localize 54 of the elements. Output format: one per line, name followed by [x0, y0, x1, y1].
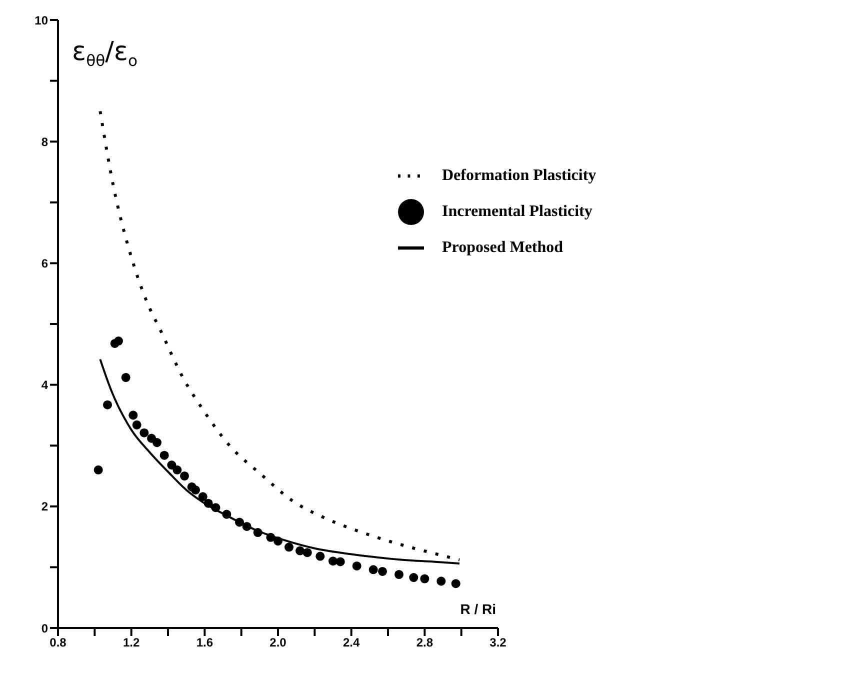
y-tick-label: 2 [41, 500, 48, 514]
point [394, 570, 404, 579]
point [266, 532, 276, 542]
x-tick-label: 1.6 [196, 636, 214, 650]
y-tick-label: 0 [41, 621, 48, 636]
legend-label: Deformation Plasticity [442, 167, 596, 184]
y-axis-title: ε$_{θθ}$/ε$_{o}$ [72, 37, 138, 70]
point [114, 336, 124, 346]
point [160, 450, 169, 460]
point [368, 565, 378, 574]
point [328, 556, 338, 566]
point [436, 576, 446, 586]
x-axis-title: R / Ri [460, 601, 496, 617]
point [336, 557, 345, 566]
point [172, 465, 182, 474]
x-tick-label: 2.8 [416, 636, 434, 650]
point [409, 573, 418, 582]
point [222, 510, 232, 519]
y-tick-label: 10 [34, 13, 48, 28]
point [180, 471, 190, 481]
x-tick-label: 2.4 [342, 636, 360, 650]
point [102, 400, 112, 410]
x-tick-label: 1.2 [122, 636, 140, 650]
point [132, 420, 142, 430]
point [378, 566, 388, 576]
point [121, 373, 130, 382]
point [128, 410, 138, 420]
point [295, 546, 305, 556]
point [198, 492, 208, 502]
y-tick-label: 6 [41, 256, 48, 270]
point [234, 518, 244, 527]
x-tick-label: 0.8 [50, 636, 67, 650]
x-tick-label: 2.0 [270, 636, 287, 650]
x-tick-label: 3.2 [490, 636, 507, 650]
point [253, 528, 262, 538]
point [204, 498, 213, 508]
point [420, 574, 430, 584]
point [152, 438, 162, 448]
legend-label: Proposed Method [442, 239, 564, 256]
point [94, 465, 103, 474]
point [242, 522, 252, 531]
legend-label: Incremental Plasticity [442, 203, 592, 220]
point [284, 542, 294, 552]
y-tick-label: 4 [41, 378, 48, 392]
point [190, 485, 200, 494]
point [273, 536, 283, 546]
point [302, 548, 312, 558]
point [140, 428, 149, 438]
point [451, 579, 460, 588]
point [211, 503, 220, 512]
point [316, 552, 325, 561]
point [167, 460, 176, 470]
point [352, 561, 362, 570]
y-tick-label: 8 [41, 134, 48, 149]
